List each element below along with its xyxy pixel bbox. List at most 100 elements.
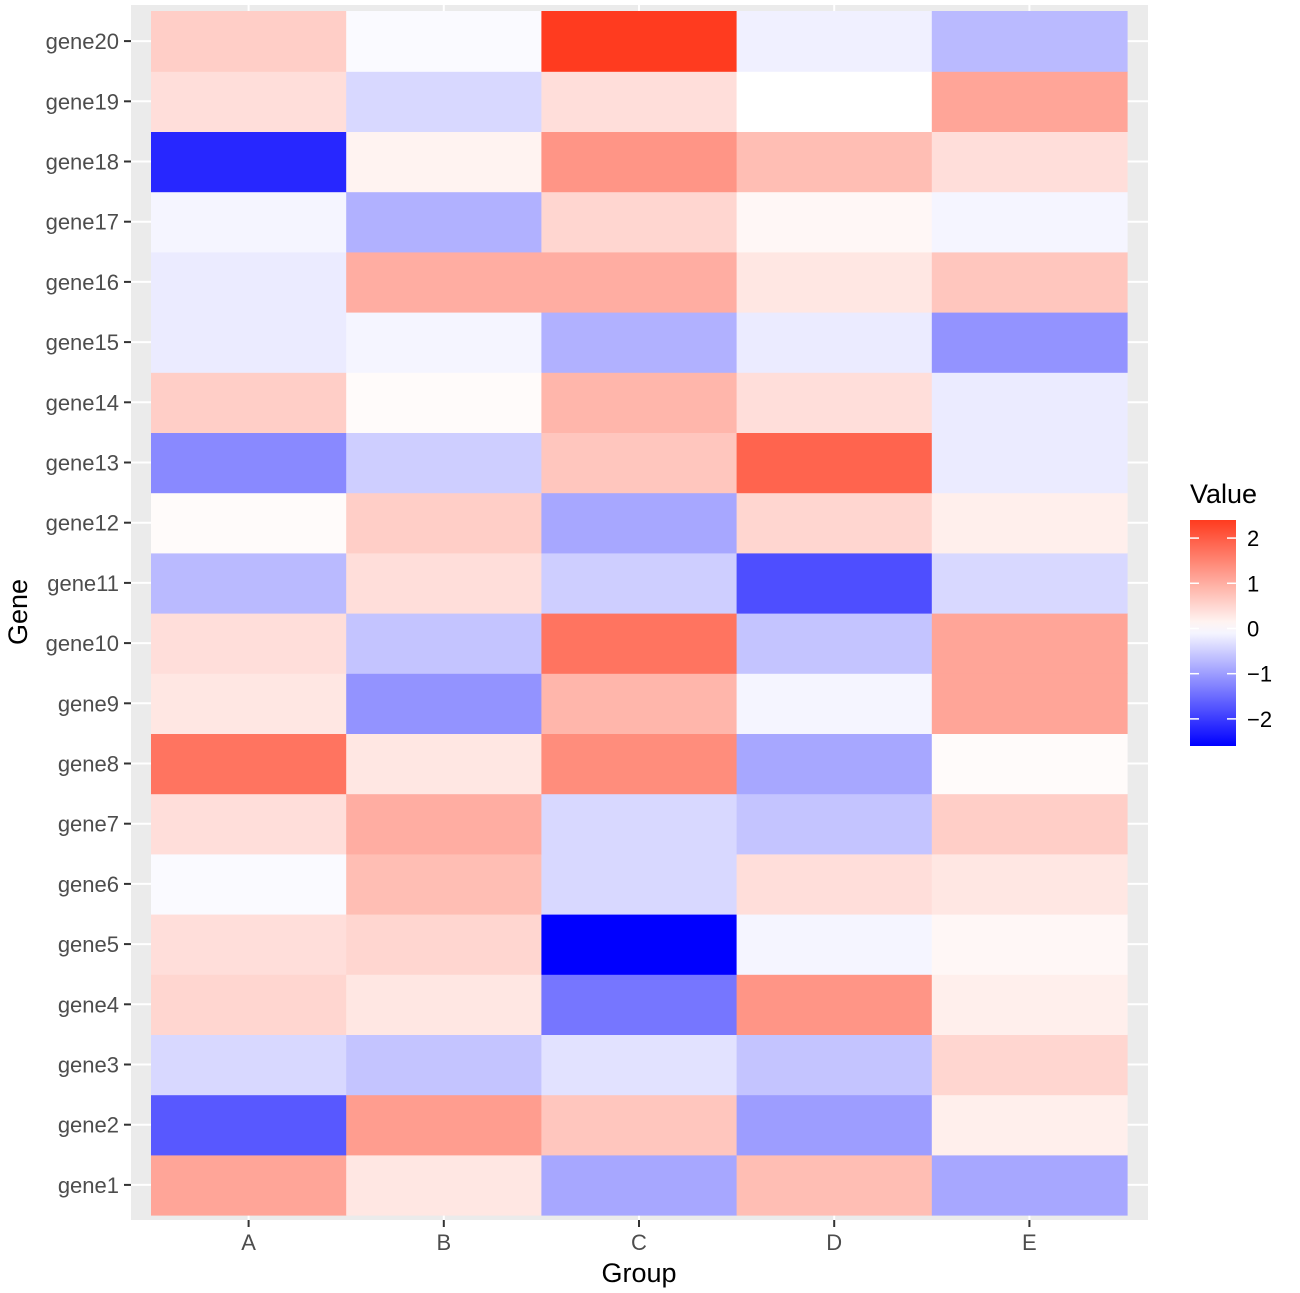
- heatmap-cell-gene2-C: [541, 1094, 738, 1156]
- heatmap-cell-gene17-E: [931, 191, 1128, 253]
- heatmap-cell-gene19-A: [151, 71, 347, 132]
- legend-tick-label: 1: [1247, 571, 1259, 596]
- y-axis-title: Gene: [3, 579, 33, 645]
- heatmap-cell-gene5-A: [151, 914, 347, 975]
- legend-tick-label: −1: [1247, 662, 1272, 687]
- heatmap-cell-gene16-D: [736, 251, 933, 313]
- heatmap-cell-gene12-C: [541, 492, 738, 554]
- y-tick-label: gene12: [46, 511, 119, 536]
- heatmap-cell-gene4-C: [541, 974, 738, 1035]
- heatmap-cell-gene18-A: [151, 131, 347, 193]
- legend-title: Value: [1190, 479, 1257, 509]
- heatmap-cell-gene13-B: [346, 432, 542, 494]
- y-tick-label: gene19: [46, 89, 119, 114]
- heatmap-cell-gene4-A: [151, 974, 347, 1035]
- heatmap-cell-gene13-E: [931, 432, 1128, 494]
- y-tick-label: gene11: [47, 571, 119, 596]
- y-tick-label: gene16: [46, 270, 119, 295]
- heatmap-cell-gene8-B: [346, 733, 542, 795]
- heatmap-cell-gene4-D: [736, 974, 933, 1035]
- heatmap-cell-gene5-E: [931, 914, 1128, 975]
- legend-tick-label: 2: [1247, 526, 1259, 551]
- heatmap-cell-gene7-A: [151, 793, 347, 855]
- y-tick-label: gene3: [58, 1053, 119, 1078]
- heatmap-cell-gene3-D: [736, 1034, 933, 1096]
- heatmap-cell-gene1-B: [346, 1154, 542, 1216]
- heatmap-cell-gene17-A: [151, 191, 347, 253]
- x-axis: A B C D E: [241, 1220, 1037, 1255]
- heatmap-cell-gene14-D: [736, 372, 933, 433]
- heatmap-cell-gene6-B: [346, 853, 542, 915]
- heatmap-cell-gene1-C: [541, 1154, 738, 1216]
- heatmap-cell-gene20-A: [151, 11, 347, 72]
- heatmap-cell-gene10-A: [151, 613, 347, 674]
- y-tick-label: gene18: [46, 150, 119, 175]
- heatmap-cell-gene15-D: [736, 312, 933, 373]
- heatmap-cell-gene16-B: [346, 251, 542, 313]
- heatmap-cell-gene15-C: [541, 312, 738, 373]
- heatmap-cell-gene12-E: [931, 492, 1128, 554]
- heatmap-cell-gene13-A: [151, 432, 347, 494]
- heatmap-cell-gene19-E: [931, 71, 1128, 132]
- heatmap-cell-gene14-A: [151, 372, 347, 433]
- heatmap-cell-gene2-E: [931, 1094, 1128, 1156]
- heatmap-cell-gene9-E: [931, 673, 1128, 734]
- heatmap-cell-gene11-B: [346, 552, 542, 614]
- y-tick-label: gene14: [46, 390, 119, 415]
- heatmap-cell-gene2-A: [151, 1094, 347, 1156]
- heatmap-cell-gene13-D: [736, 432, 933, 494]
- y-tick-label: gene10: [46, 631, 119, 656]
- heatmap-cell-gene5-D: [736, 914, 933, 975]
- y-axis: gene1 gene2 gene3 gene4 gene5 gene6 gene7 gene8…: [46, 29, 131, 1198]
- heatmap-cell-gene3-B: [346, 1034, 542, 1096]
- heatmap-cell-gene16-C: [541, 251, 738, 313]
- heatmap-cell-gene17-C: [541, 191, 738, 253]
- y-tick-label: gene2: [58, 1113, 119, 1138]
- heatmap-cell-gene14-C: [541, 372, 738, 433]
- y-tick-label: gene4: [58, 992, 119, 1017]
- y-tick-label: gene20: [46, 29, 119, 54]
- heatmap-cell-gene15-B: [346, 312, 542, 373]
- heatmap-cell-gene9-B: [346, 673, 542, 734]
- heatmap-cell-gene7-D: [736, 793, 933, 855]
- legend-tick-label: −2: [1247, 707, 1272, 732]
- legend-colorbar: [1190, 520, 1236, 746]
- heatmap-cell-gene9-D: [736, 673, 933, 734]
- x-tick-label: D: [826, 1230, 842, 1255]
- heatmap-cell-gene6-C: [541, 853, 738, 915]
- heatmap-cell-gene10-B: [346, 613, 542, 674]
- heatmap-cell-gene11-D: [736, 552, 933, 614]
- y-tick-label: gene17: [46, 210, 119, 235]
- x-tick-label: E: [1022, 1230, 1037, 1255]
- heatmap-cell-gene11-A: [151, 552, 347, 614]
- heatmap-cell-gene14-E: [931, 372, 1128, 433]
- heatmap-cell-gene6-D: [736, 853, 933, 915]
- heatmap-cell-gene18-B: [346, 131, 542, 193]
- x-tick-label: B: [436, 1230, 451, 1255]
- heatmap-cell-gene11-C: [541, 552, 738, 614]
- heatmap-cell-gene1-A: [151, 1154, 347, 1216]
- heatmap-cell-gene15-A: [151, 312, 347, 373]
- heatmap-cell-gene17-B: [346, 191, 542, 253]
- heatmap-cell-gene10-D: [736, 613, 933, 674]
- heatmap-cell-gene5-C: [541, 914, 738, 975]
- heatmap-cell-gene18-C: [541, 131, 738, 193]
- heatmap-cell-gene16-A: [151, 251, 347, 313]
- legend-ticks: 2 1 0 −1 −2: [1190, 526, 1272, 732]
- heatmap-cell-gene3-A: [151, 1034, 347, 1096]
- heatmap-cell-gene19-C: [541, 71, 738, 132]
- legend: Value 2 1 0 −1 −2: [1190, 479, 1272, 746]
- heatmap-cell-gene20-B: [346, 11, 542, 72]
- y-tick-label: gene7: [58, 812, 119, 837]
- heatmap-cell-gene4-B: [346, 974, 542, 1035]
- heatmap-cell-gene12-A: [151, 492, 347, 554]
- x-tick-label: A: [241, 1230, 256, 1255]
- heatmap-cell-gene8-D: [736, 733, 933, 795]
- heatmap-cell-gene8-C: [541, 733, 738, 795]
- heatmap-cell-gene9-C: [541, 673, 738, 734]
- heatmap-cell-gene6-E: [931, 853, 1128, 915]
- x-axis-title: Group: [601, 1258, 676, 1288]
- heatmap-cell-gene6-A: [151, 853, 347, 915]
- heatmap-cells: [151, 11, 1128, 1216]
